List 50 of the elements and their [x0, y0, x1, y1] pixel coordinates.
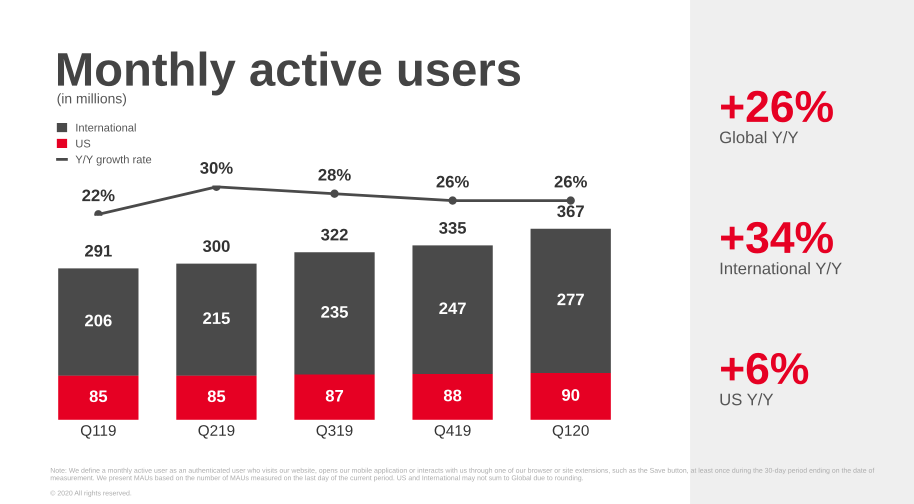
bar — [294, 374, 375, 420]
text: +6% — [721, 352, 808, 384]
data-label: 277 — [557, 294, 584, 306]
data-label: 88 — [444, 390, 462, 402]
text: International Y/Y — [720, 262, 842, 274]
data-label: 30% — [200, 162, 233, 174]
chart-subtitle: (in millions) — [58, 93, 126, 106]
point — [448, 196, 457, 205]
chart-title: Monthly active users — [58, 51, 520, 96]
text: Global Y/Y — [720, 131, 798, 144]
data-label: 206 — [85, 314, 112, 326]
x-tick-label: Q319 — [316, 425, 352, 439]
total-label: 322 — [321, 228, 348, 241]
text: +26% — [721, 90, 833, 122]
bar — [412, 374, 493, 420]
data-label: 22% — [82, 190, 115, 202]
data-label: 247 — [439, 302, 466, 314]
data-label: 90 — [562, 389, 580, 401]
data-label: 26% — [554, 176, 587, 188]
data-label: 28% — [318, 168, 351, 181]
bar — [58, 268, 138, 376]
text: US Y/Y — [720, 393, 774, 406]
bar — [294, 252, 375, 375]
x-tick-label: Q119 — [80, 425, 116, 439]
data-label: 87 — [326, 390, 344, 402]
data-label: 215 — [203, 312, 230, 324]
data-label: 85 — [90, 390, 108, 402]
point — [330, 190, 339, 198]
bar — [176, 376, 257, 420]
text: +34% — [721, 222, 833, 254]
data-label: 235 — [321, 306, 348, 318]
total-label: 300 — [202, 240, 230, 252]
bar — [58, 376, 138, 420]
legend-label: International — [76, 123, 136, 132]
total-label: 291 — [85, 244, 112, 257]
bar — [412, 245, 493, 374]
data-label: 85 — [208, 390, 226, 402]
point — [212, 185, 221, 192]
x-tick-label: Q419 — [434, 425, 471, 439]
data-label: 26% — [436, 176, 469, 188]
bar — [530, 228, 611, 373]
point — [566, 196, 575, 205]
bar — [530, 372, 611, 420]
legend-label: Y/Y growth rate — [76, 155, 152, 166]
total-label: 335 — [439, 222, 466, 234]
total-label: 367 — [557, 205, 584, 218]
x-tick-label: Q120 — [552, 425, 589, 439]
bar — [176, 264, 257, 376]
x-tick-label: Q219 — [198, 425, 234, 439]
legend-label: US — [76, 140, 90, 148]
